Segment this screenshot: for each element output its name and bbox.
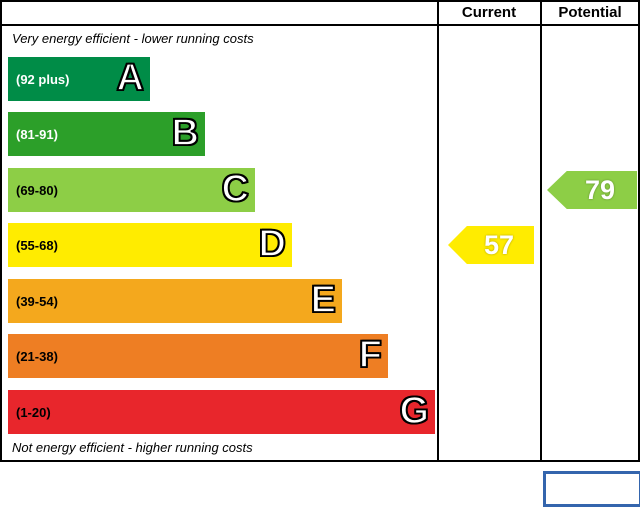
- band-range-label: (21-38): [16, 348, 58, 364]
- band-range-label: (1-20): [16, 404, 51, 420]
- current-rating-value: 57: [483, 229, 515, 260]
- band-row-a: (92 plus) A: [8, 57, 150, 101]
- bottom-caption: Not energy efficient - higher running co…: [12, 440, 253, 455]
- band-letter: C: [221, 168, 250, 211]
- eu-directive-box-partial: [543, 471, 640, 507]
- band-letter: G: [399, 390, 430, 433]
- potential-column-divider: [540, 0, 542, 462]
- potential-column-header: Potential: [558, 4, 622, 21]
- current-rating-arrow: 57: [448, 226, 534, 264]
- band-range-label: (69-80): [16, 182, 58, 198]
- band-letter: D: [258, 223, 287, 266]
- band-letter: B: [171, 112, 200, 155]
- current-column-header: Current: [461, 4, 517, 21]
- band-range-label: (92 plus): [16, 71, 70, 87]
- band-row-b: (81-91) B: [8, 112, 205, 156]
- band-row-e: (39-54) E: [8, 279, 342, 323]
- top-caption: Very energy efficient - lower running co…: [12, 31, 254, 46]
- band-range-label: (55-68): [16, 237, 58, 253]
- band-row-g: (1-20) G: [8, 390, 435, 434]
- band-row-c: (69-80) C: [8, 168, 255, 212]
- band-range-label: (81-91): [16, 126, 58, 142]
- band-letter: E: [310, 279, 337, 322]
- potential-rating-value: 79: [584, 174, 616, 205]
- header-divider-line: [0, 24, 640, 26]
- band-letter: F: [358, 334, 383, 377]
- band-letter: A: [116, 57, 145, 100]
- current-column-divider: [437, 0, 439, 462]
- chart-outer-border: [0, 0, 640, 462]
- band-row-f: (21-38) F: [8, 334, 388, 378]
- band-row-d: (55-68) D: [8, 223, 292, 267]
- band-range-label: (39-54): [16, 293, 58, 309]
- potential-rating-arrow: 79: [547, 171, 637, 209]
